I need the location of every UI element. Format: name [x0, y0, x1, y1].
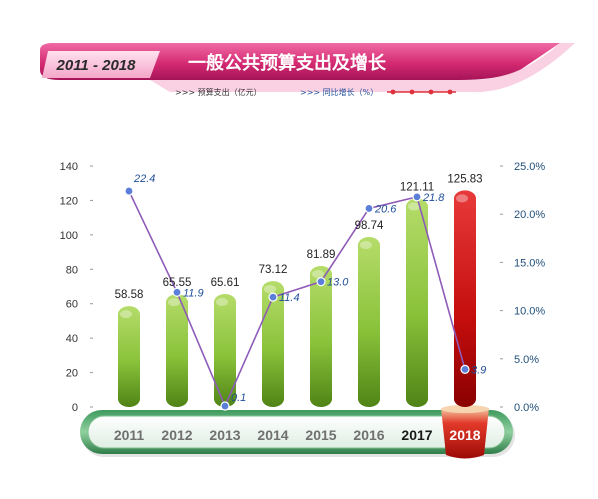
- bar-highlight-2012: [168, 298, 180, 307]
- y-right-tick-label: 5.0%: [514, 354, 539, 366]
- page-title: 一般公共预算支出及增长: [188, 52, 387, 74]
- bar-value-label: 73.12: [259, 264, 288, 276]
- bar-value-label: 58.58: [115, 289, 144, 301]
- category-label-2014: 2014: [257, 427, 288, 443]
- growth-value-label: 0.1: [231, 392, 246, 404]
- growth-marker: [412, 192, 422, 202]
- axes: 0 20 40 60 80 100 120 140 0.0% 5.0% 10.0% 15.0% 20.0…: [60, 161, 546, 414]
- bar-value-label: 81.89: [307, 249, 336, 261]
- y-left-tick-label: 20: [66, 368, 78, 380]
- bar-2017: [406, 198, 428, 407]
- legend-marker: [428, 89, 434, 95]
- growth-marker: [316, 277, 326, 287]
- bar-value-label: 125.83: [447, 173, 482, 185]
- category-label-2012: 2012: [161, 427, 192, 443]
- y-right-tick-label: 20.0%: [514, 209, 545, 221]
- bar-highlight-2011: [120, 310, 132, 319]
- growth-value-label: 11.9: [183, 287, 204, 299]
- y-left-tick-label: 120: [60, 195, 78, 207]
- growth-marker: [172, 287, 182, 297]
- bar-highlight-2013: [216, 298, 228, 307]
- bar-2018: [454, 190, 476, 407]
- legend-marker: [447, 89, 453, 95]
- header-years-plate: [42, 51, 160, 78]
- header-banner: [40, 43, 560, 80]
- category-label-2017: 2017: [401, 427, 432, 443]
- growth-marker: [364, 203, 374, 214]
- header: 2011 - 2018 一般公共预算支出及增长: [40, 43, 575, 93]
- growth-marker: [220, 401, 230, 411]
- growth-value-label: 13.0: [327, 277, 349, 289]
- legend: >>> 预算支出（亿元） >>> 同比增长（%）: [175, 87, 456, 97]
- bar-value-label: 65.55: [163, 277, 192, 289]
- y-right-tick-label: 15.0%: [514, 257, 545, 269]
- y-right-tick-label: 0.0%: [514, 402, 539, 414]
- bars: [118, 190, 476, 407]
- growth-value-label: 21.8: [422, 192, 445, 204]
- legend-line-label: >>> 同比增长（%）: [300, 87, 378, 97]
- bar-highlight-2017: [408, 202, 420, 211]
- y-left-tick-label: 140: [60, 161, 78, 173]
- category-label-2015: 2015: [305, 427, 336, 443]
- legend-marker: [409, 89, 415, 95]
- bar-2014: [262, 281, 284, 407]
- growth-line: [124, 186, 470, 411]
- category-base-inner: [87, 415, 506, 449]
- bar-2016: [358, 237, 380, 407]
- growth-marker: [268, 292, 278, 302]
- category-base: [80, 405, 515, 459]
- growth-marker: [124, 186, 134, 196]
- bar-highlight-2015: [312, 270, 324, 279]
- y-left-tick-label: 80: [66, 264, 78, 276]
- y-left-tick-label: 0: [72, 402, 78, 414]
- bar-value-label: 65.61: [211, 277, 240, 289]
- highlight-cup-rim: [441, 405, 489, 413]
- category-label-2018: 2018: [449, 427, 480, 443]
- bar-highlight-2014: [264, 285, 276, 294]
- y-right-tick-label: 25.0%: [514, 161, 545, 173]
- category-label-2016: 2016: [353, 427, 384, 443]
- growth-line-path: [128, 190, 466, 409]
- bar-2012: [166, 294, 188, 407]
- growth-value-label: 11.4: [279, 292, 300, 304]
- y-right-tick-label: 10.0%: [514, 306, 545, 318]
- bar-value-label: 121.11: [400, 182, 434, 194]
- growth-marker: [460, 364, 470, 375]
- bar-2015: [310, 266, 332, 407]
- bar-highlight-2018: [456, 194, 468, 203]
- y-left-tick-label: 100: [60, 230, 78, 242]
- bar-highlight-2016: [360, 241, 372, 250]
- data-labels: 2011 2012 2013 2014 2015 2016 2017 2018 58.58 65.…: [114, 173, 486, 443]
- category-label-2011: 2011: [114, 427, 145, 443]
- y-left-tick-label: 40: [66, 333, 78, 345]
- growth-value-label: 22.4: [133, 173, 155, 185]
- legend-marker: [390, 89, 396, 95]
- bar-2013: [214, 294, 236, 407]
- header-swoosh: [150, 43, 575, 93]
- legend-bar-label: >>> 预算支出（亿元）: [175, 87, 262, 97]
- growth-value-label: 3.9: [471, 364, 486, 376]
- category-label-2013: 2013: [209, 427, 240, 443]
- highlight-cup: [441, 408, 489, 459]
- header-years-label: 2011 - 2018: [56, 57, 137, 74]
- growth-value-label: 20.6: [374, 203, 397, 215]
- bar-2011: [118, 306, 140, 407]
- bar-value-label: 98.74: [355, 220, 384, 232]
- y-left-tick-label: 60: [66, 299, 78, 311]
